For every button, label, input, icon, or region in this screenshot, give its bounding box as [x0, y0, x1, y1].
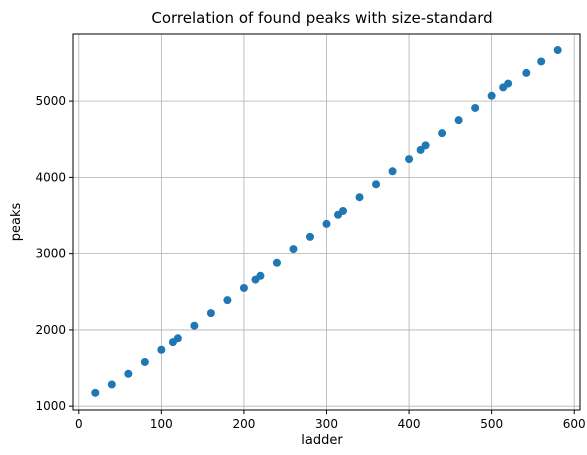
y-tick-label: 2000 — [35, 323, 66, 337]
scatter-point — [438, 129, 447, 138]
scatter-point — [405, 155, 414, 164]
y-tick-label: 5000 — [35, 94, 66, 108]
scatter-point — [157, 345, 166, 354]
scatter-point — [471, 103, 480, 112]
chart-title: Correlation of found peaks with size-sta… — [151, 9, 492, 27]
scatter-point — [537, 57, 546, 66]
y-tick-label: 4000 — [35, 170, 66, 184]
scatter-point — [190, 321, 199, 330]
data-points — [91, 46, 562, 397]
scatter-point — [372, 180, 381, 189]
scatter-point — [504, 79, 513, 88]
scatter-point — [239, 283, 248, 292]
x-tick-label: 400 — [398, 417, 421, 431]
scatter-point — [272, 258, 281, 267]
scatter-point — [206, 309, 215, 318]
scatter-point — [305, 232, 314, 241]
scatter-point — [421, 141, 430, 150]
scatter-point — [322, 219, 331, 228]
scatter-point — [289, 245, 298, 254]
y-tick-label: 1000 — [35, 399, 66, 413]
scatter-point — [91, 388, 100, 397]
scatter-point — [339, 206, 348, 215]
scatter-point — [454, 116, 463, 125]
scatter-point — [173, 334, 182, 343]
scatter-point — [107, 380, 116, 389]
x-axis-label: ladder — [301, 433, 343, 448]
x-axis-ticks: 0 100 200 300 400 500 600 — [75, 410, 586, 431]
scatter-point — [522, 68, 531, 77]
x-tick-label: 100 — [150, 417, 173, 431]
scatter-point — [140, 357, 149, 366]
scatter-point — [124, 369, 133, 378]
scatter-point — [553, 46, 562, 55]
x-tick-label: 300 — [315, 417, 338, 431]
scatter-point — [355, 193, 364, 202]
scatter-point — [388, 167, 397, 176]
x-tick-label: 0 — [75, 417, 83, 431]
x-tick-label: 200 — [232, 417, 255, 431]
x-tick-label: 600 — [563, 417, 586, 431]
y-tick-label: 3000 — [35, 247, 66, 261]
y-axis-ticks: 1000 2000 3000 4000 5000 — [35, 94, 73, 413]
scatter-point — [223, 296, 232, 305]
y-axis-label: peaks — [9, 203, 24, 242]
x-tick-label: 500 — [480, 417, 503, 431]
scatter-point — [487, 91, 496, 100]
scatter-point — [256, 271, 265, 280]
